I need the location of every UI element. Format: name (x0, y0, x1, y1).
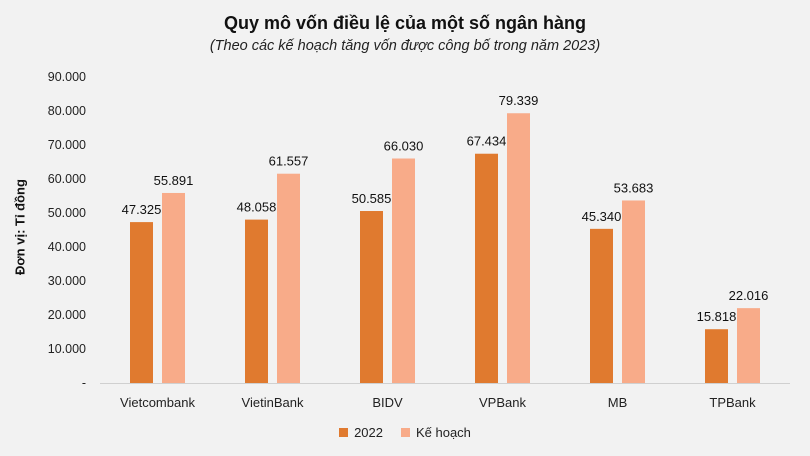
bar-tpbank-ke-hoach (737, 308, 760, 383)
bar-vpbank-ke-hoach (507, 113, 530, 383)
legend-item-ke-hoach: Kế hoạch (400, 425, 471, 440)
bar-vietinbank-ke-hoach (277, 173, 300, 383)
bar-bidv-ke-hoach (392, 158, 415, 383)
data-label: 67.434 (467, 134, 507, 149)
bar-vpbank-2022 (475, 153, 498, 383)
data-label: 79.339 (499, 93, 539, 108)
data-label: 22.016 (729, 288, 769, 303)
y-tick-label: 70.000 (48, 138, 86, 152)
data-label: 47.325 (122, 202, 162, 217)
chart-subtitle: (Theo các kế hoạch tăng vốn được công bố… (209, 38, 601, 54)
x-tick-label: TPBank (709, 395, 756, 410)
data-label: 15.818 (697, 309, 737, 324)
data-label: 48.058 (237, 200, 277, 215)
x-tick-label: BIDV (372, 395, 403, 410)
data-label: 66.030 (384, 138, 424, 153)
y-tick-label: 20.000 (48, 308, 86, 322)
y-tick-label: 60.000 (48, 172, 86, 186)
bar-mb-ke-hoach (622, 200, 645, 383)
legend-swatch-2022 (339, 428, 349, 437)
data-label: 50.585 (352, 191, 392, 206)
data-label: 53.683 (614, 180, 654, 195)
y-tick-label: - (82, 376, 86, 390)
legend-label-ke-hoach: Kế hoạch (415, 425, 471, 440)
chart-title: Quy mô vốn điều lệ của một số ngân hàng (223, 13, 587, 33)
data-label: 55.891 (154, 173, 194, 188)
x-tick-label: Vietcombank (120, 395, 195, 410)
data-label: 45.340 (582, 209, 622, 224)
bar-vietinbank-2022 (245, 219, 268, 383)
data-label: 61.557 (269, 154, 309, 169)
x-tick-label: VPBank (479, 395, 526, 410)
legend-swatch-ke-hoach (400, 428, 410, 437)
bar-vietcombank-ke-hoach (162, 192, 185, 383)
legend-label-2022: 2022 (354, 425, 383, 440)
bar-mb-2022 (590, 228, 613, 383)
x-tick-label: VietinBank (242, 395, 304, 410)
y-tick-label: 10.000 (48, 342, 86, 356)
legend-item-2022: 2022 (339, 425, 383, 440)
y-tick-label: 40.000 (48, 240, 86, 254)
bar-tpbank-2022 (705, 329, 728, 383)
bar-vietcombank-2022 (130, 222, 153, 383)
bar-bidv-2022 (360, 211, 383, 383)
y-tick-label: 80.000 (48, 104, 86, 118)
legend: 2022 Kế hoạch (0, 425, 810, 440)
x-tick-label: MB (608, 395, 628, 410)
y-tick-label: 50.000 (48, 206, 86, 220)
y-tick-label: 30.000 (48, 274, 86, 288)
y-tick-label: 90.000 (48, 70, 86, 84)
